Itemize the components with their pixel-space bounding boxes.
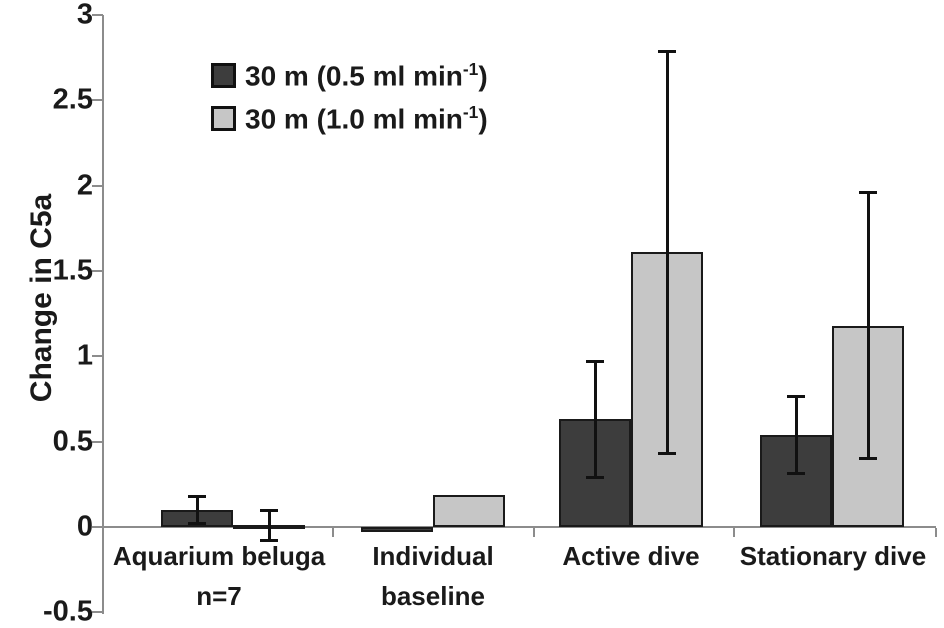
error-bar-line — [866, 192, 870, 459]
y-tick-label: 3 — [76, 0, 93, 31]
legend-label: 30 m (1.0 ml min-1) — [245, 102, 488, 135]
x-category-label: Individual baseline — [372, 541, 494, 611]
error-bar-cap-bottom — [658, 451, 676, 455]
x-axis-line — [102, 526, 936, 528]
bar-dark — [361, 527, 433, 533]
y-tick-label: 2 — [76, 169, 93, 202]
y-tick-label: 0 — [76, 510, 93, 543]
y-tick-label: 1.5 — [52, 254, 93, 287]
y-tick-label: 1 — [76, 339, 93, 372]
x-axis-tick — [935, 528, 937, 537]
y-axis-tick — [92, 440, 103, 443]
y-axis-tick — [92, 99, 103, 102]
y-tick-label: -0.5 — [43, 595, 93, 628]
error-bar-cap-top — [260, 508, 278, 512]
error-bar-line — [593, 361, 597, 478]
y-axis-tick — [92, 355, 103, 358]
x-axis-tick — [733, 528, 735, 537]
y-axis-title: Change in C5a — [25, 193, 58, 403]
y-axis-tick — [92, 526, 103, 528]
y-axis-tick — [92, 269, 103, 272]
x-category-label: Stationary dive — [739, 541, 927, 571]
x-axis-tick — [533, 528, 535, 537]
error-bar-line — [665, 50, 669, 454]
legend-item: 30 m (1.0 ml min-1) — [211, 102, 488, 135]
legend-item: 30 m (0.5 ml min-1) — [211, 59, 488, 92]
error-bar-cap-bottom — [787, 472, 805, 476]
bar-light — [433, 494, 505, 527]
error-bar-cap-top — [859, 191, 877, 195]
x-category-label: Active dive — [562, 541, 700, 571]
error-bar-cap-bottom — [188, 521, 206, 525]
error-bar-cap-top — [586, 360, 604, 364]
error-bar-cap-bottom — [859, 456, 877, 460]
y-tick-label: 0.5 — [52, 425, 93, 458]
x-category-label: Aquarium beluga n=7 — [112, 541, 326, 611]
y-axis-line — [102, 14, 104, 615]
error-bar-cap-top — [787, 394, 805, 398]
error-bar-line — [794, 395, 798, 475]
legend-swatch — [211, 63, 236, 89]
chart-legend: 30 m (0.5 ml min-1) 30 m (1.0 ml min-1) — [211, 59, 488, 136]
y-axis-tick — [92, 611, 103, 614]
y-tick-label: 2.5 — [52, 83, 93, 116]
y-axis-tick — [92, 13, 103, 16]
error-bar-cap-top — [658, 49, 676, 53]
error-bar-cap-top — [188, 495, 206, 499]
error-bar-cap-bottom — [260, 538, 278, 542]
error-bar-cap-bottom — [586, 475, 604, 479]
error-bar-line — [267, 509, 271, 541]
x-axis-tick — [332, 528, 334, 537]
error-bar-line — [195, 496, 199, 524]
y-axis-tick — [92, 184, 103, 187]
legend-swatch — [211, 106, 236, 132]
legend-label: 30 m (0.5 ml min-1) — [245, 59, 488, 92]
